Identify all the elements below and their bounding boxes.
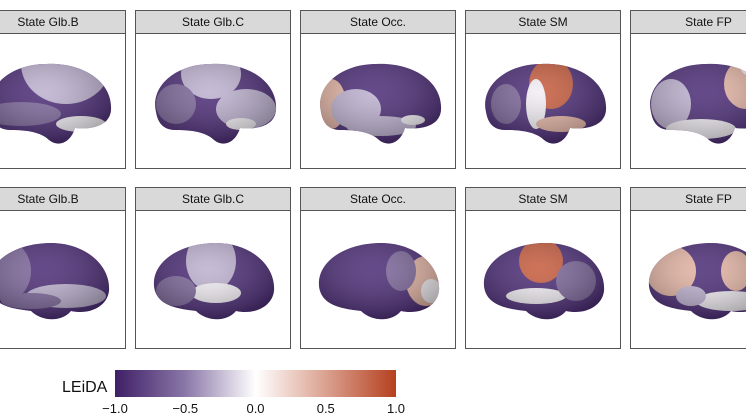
panel-strip-label: State Occ. <box>301 188 455 211</box>
brain-panel: State SM <box>465 10 621 169</box>
brain-surface <box>0 243 110 320</box>
brain-surface <box>153 243 275 320</box>
panel-strip-label: State FP <box>631 188 746 211</box>
colorbar-tick-label: −0.5 <box>172 401 199 416</box>
brain-panel: State Glb.B <box>0 10 126 169</box>
brain-panel: State Glb.C <box>135 187 291 349</box>
brain-surface <box>648 243 746 320</box>
brain-panel: State Glb.B <box>0 187 126 349</box>
brain-surface <box>155 63 277 144</box>
brain-surface <box>485 63 607 144</box>
panel-strip-label: State SM <box>466 11 620 34</box>
brain-surface <box>0 63 112 144</box>
panel-strip-label: State Glb.B <box>0 188 125 211</box>
colorbar-tick-label: 0.0 <box>246 401 265 416</box>
brain-panel: State Glb.C <box>135 10 291 169</box>
brain-surface <box>320 63 442 144</box>
brain-surface <box>650 63 746 144</box>
brain-panel: State FP <box>630 10 746 169</box>
panel-strip-label: State Occ. <box>301 11 455 34</box>
brain-surface <box>483 243 605 320</box>
colorbar-tick-label: −1.0 <box>102 401 128 416</box>
brain-surface <box>318 243 440 320</box>
colorbar-tick-label: 0.5 <box>316 401 335 416</box>
panel-strip-label: State Glb.C <box>136 11 290 34</box>
colorbar-tick-label: 1.0 <box>386 401 406 416</box>
panel-strip-label: State Glb.B <box>0 11 125 34</box>
panel-strip-label: State FP <box>631 11 746 34</box>
panel-strip-label: State SM <box>466 188 620 211</box>
brain-panel: State FP <box>630 187 746 349</box>
brain-panel: State SM <box>465 187 621 349</box>
panel-strip-label: State Glb.C <box>136 188 290 211</box>
brain-panel: State Occ. <box>300 187 456 349</box>
brain-panel: State Occ. <box>300 10 456 169</box>
colorbar <box>115 370 396 397</box>
colorbar-title: LEiDA <box>62 379 108 396</box>
